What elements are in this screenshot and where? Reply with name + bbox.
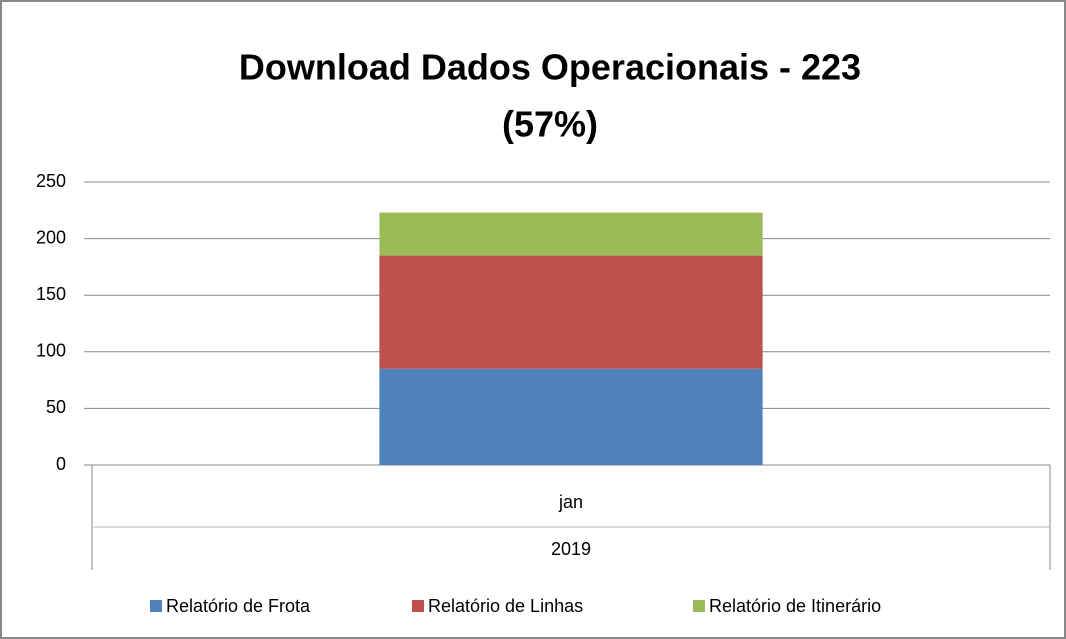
bar-segment (379, 368, 763, 465)
legend-label: Relatório de Itinerário (709, 596, 881, 616)
x-tick-label: jan (558, 492, 583, 512)
legend-swatch (693, 600, 705, 612)
y-tick-label: 100 (36, 341, 66, 361)
bar-segment (379, 212, 763, 256)
y-tick-label: 50 (46, 397, 66, 417)
y-tick-label: 0 (56, 454, 66, 474)
legend-label: Relatório de Frota (166, 596, 311, 616)
y-tick-label: 250 (36, 171, 66, 191)
legend-label: Relatório de Linhas (428, 596, 583, 616)
y-tick-label: 150 (36, 284, 66, 304)
legend-swatch (412, 600, 424, 612)
x-group-label: 2019 (551, 539, 591, 559)
y-tick-label: 200 (36, 227, 66, 247)
chart-title: Download Dados Operacionais - 223 (239, 47, 861, 88)
chart-title: (57%) (502, 104, 598, 145)
legend-swatch (150, 600, 162, 612)
bar-segment (379, 255, 763, 369)
